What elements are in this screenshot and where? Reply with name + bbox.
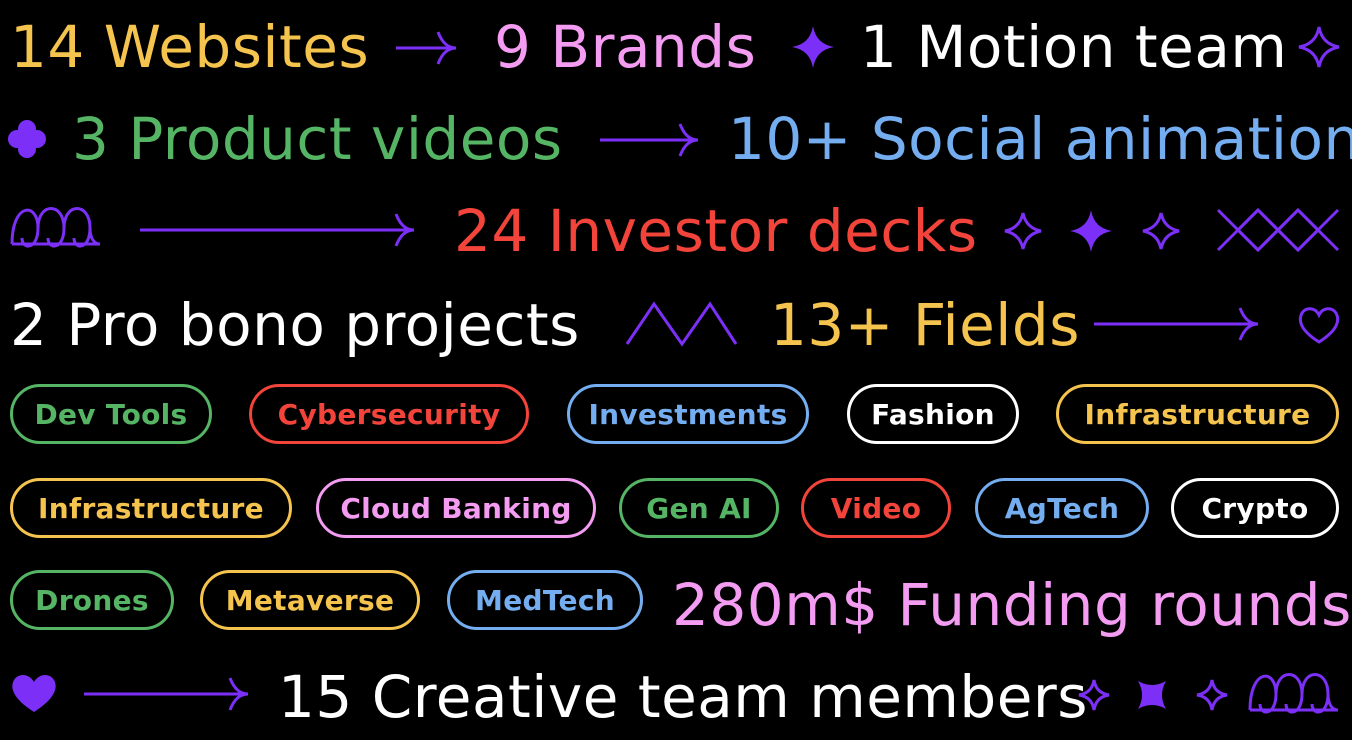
sparkle-outline-icon	[1078, 679, 1110, 711]
tag-medtech: MedTech	[447, 570, 643, 630]
stat-investor-decks: 24 Investor decks	[454, 197, 978, 265]
loops-icon	[10, 207, 101, 248]
tag-infrastructure: Infrastructure	[1056, 384, 1339, 444]
arrow-right-icon	[600, 123, 699, 157]
cross-lattice-icon	[1216, 207, 1340, 253]
tag-video: Video	[801, 478, 951, 538]
flower-icon	[8, 120, 46, 158]
tag-drones: Drones	[10, 570, 174, 630]
tag-dev-tools: Dev Tools	[10, 384, 212, 444]
heart-icon	[12, 674, 56, 712]
stat-websites: 14 Websites	[10, 13, 370, 81]
sparkle-outline-icon	[1004, 212, 1042, 250]
stat-brands: 9 Brands	[494, 13, 757, 81]
sparkle-outline-icon	[1196, 679, 1228, 711]
arrow-right-icon	[396, 31, 457, 65]
tag-cybersecurity: Cybersecurity	[249, 384, 529, 444]
x-star-icon	[1138, 681, 1166, 709]
sparkle-outline-icon	[1298, 26, 1340, 68]
stat-motion-team: 1 Motion team	[860, 13, 1288, 81]
tag-investments: Investments	[567, 384, 809, 444]
tag-agtech: AgTech	[975, 478, 1149, 538]
tag-crypto: Crypto	[1171, 478, 1339, 538]
sparkle-icon	[792, 26, 834, 68]
stat-pro-bono: 2 Pro bono projects	[10, 291, 580, 359]
tag-metaverse: Metaverse	[200, 570, 420, 630]
zigzag-icon	[625, 301, 738, 347]
tag-cloud-banking: Cloud Banking	[316, 478, 596, 538]
arrow-right-icon	[84, 677, 249, 711]
tag-infrastructure: Infrastructure	[10, 478, 292, 538]
stat-funding: 280m$ Funding rounds	[672, 571, 1352, 639]
arrow-right-icon	[1094, 307, 1259, 341]
heart-outline-icon	[1298, 307, 1340, 344]
sparkle-outline-icon	[1142, 212, 1180, 250]
arrow-right-icon	[140, 213, 415, 247]
stat-social-animations: 10+ Social animations	[728, 105, 1352, 173]
sparkle-icon	[1070, 210, 1112, 252]
loops-icon	[1248, 673, 1339, 714]
tag-gen-ai: Gen AI	[619, 478, 779, 538]
stat-fields: 13+ Fields	[770, 291, 1080, 359]
stat-creative-team: 15 Creative team members	[278, 663, 1088, 731]
tag-fashion: Fashion	[847, 384, 1019, 444]
stat-product-videos: 3 Product videos	[72, 105, 563, 173]
